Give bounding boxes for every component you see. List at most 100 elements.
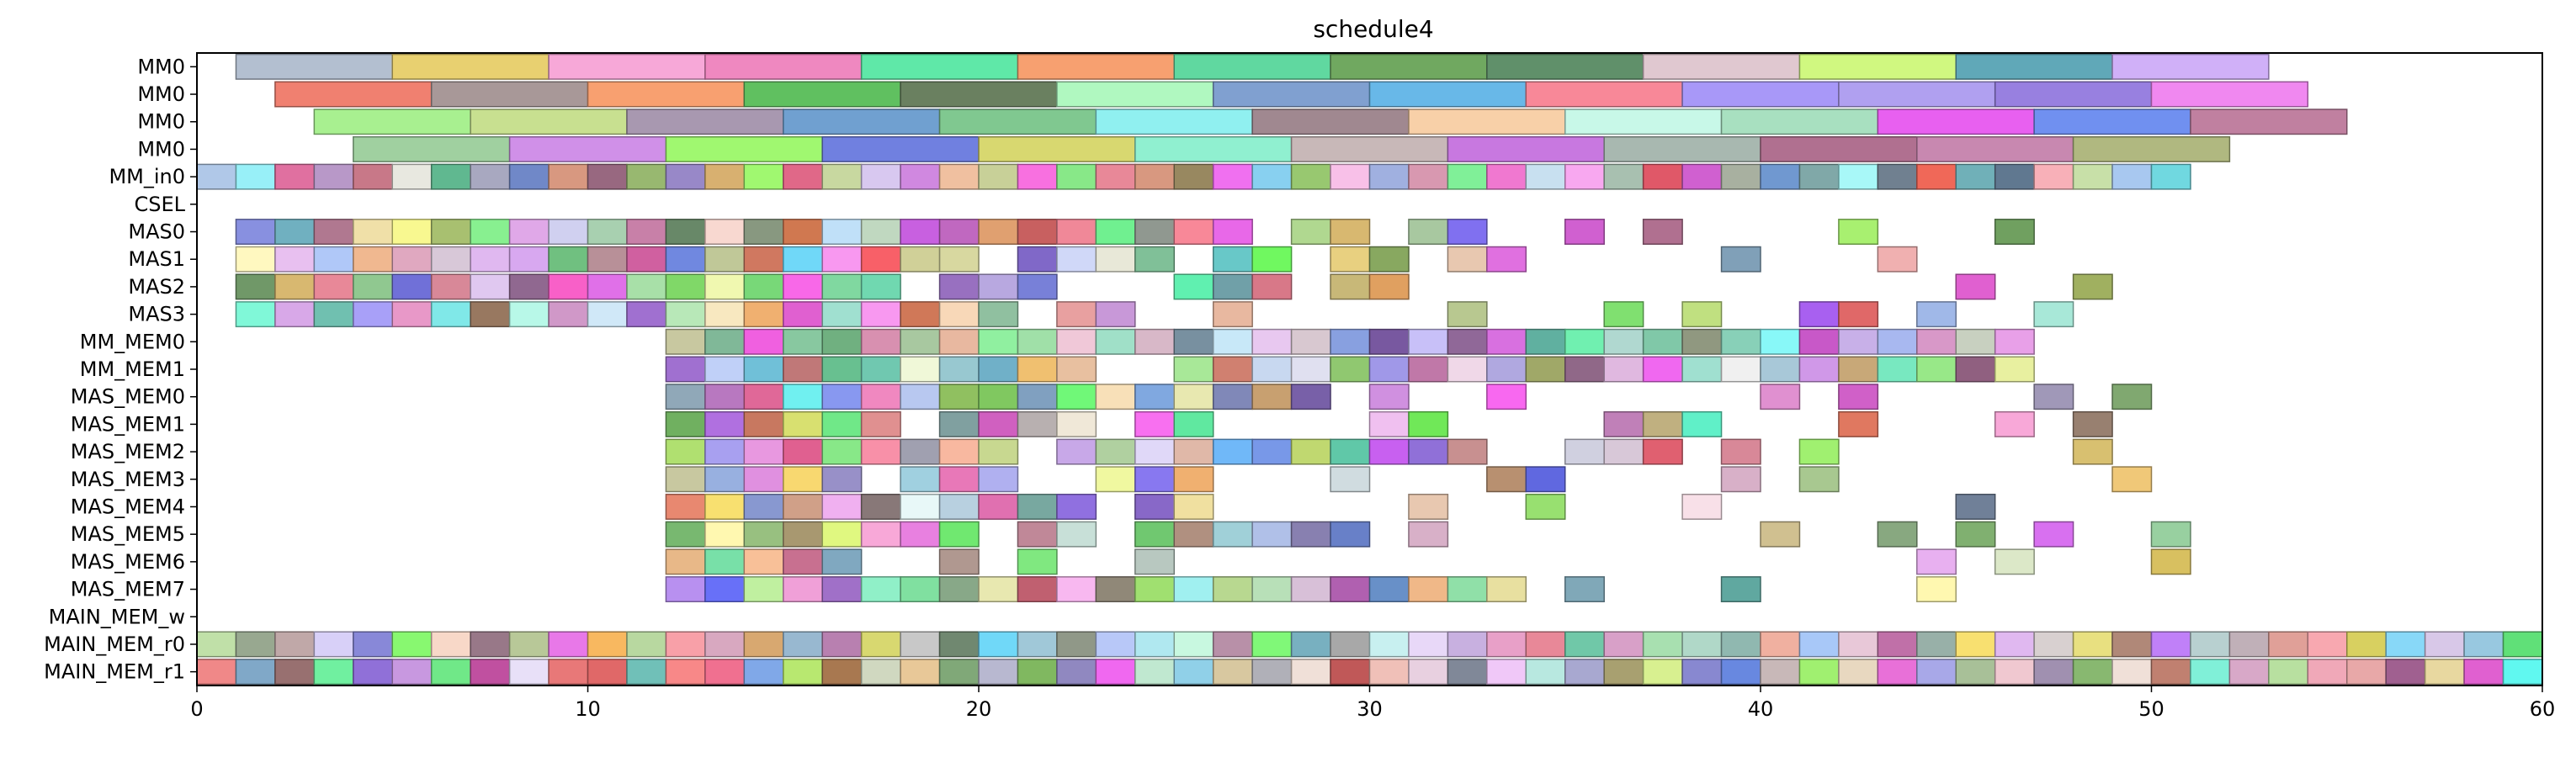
task-bar-mm-in0-4-4 (353, 163, 393, 190)
task-bar-mm-mem1-11-5 (860, 356, 901, 383)
task-bar-mas1-7-10 (626, 246, 667, 273)
task-bar-mm-mem1-11-20 (1525, 356, 1566, 383)
task-bar-mm0-0-4 (860, 53, 1019, 80)
task-bar-mm0-3-1 (508, 135, 667, 162)
task-bar-mm-in0-4-10 (587, 163, 628, 190)
task-bar-mas-mem5-17-17 (1760, 521, 1801, 548)
task-bar-mas-mem6-18-2 (743, 548, 784, 575)
task-bar-mas2-8-0 (235, 273, 276, 300)
task-bar-mas-mem6-18-5 (938, 548, 980, 575)
task-bar-mm-in0-4-26 (1212, 163, 1253, 190)
task-bar-main-mem-r1-22-53 (2268, 659, 2309, 686)
task-bar-mas-mem7-19-0 (665, 576, 706, 603)
task-bar-mm-mem0-10-31 (1877, 328, 1918, 355)
task-bar-mas0-6-13 (743, 219, 784, 245)
task-bar-mm-in0-4-20 (978, 163, 1019, 190)
task-bar-main-mem-r0-21-30 (1368, 631, 1410, 658)
row-label-mm0: MM0 (137, 55, 185, 78)
task-bar-main-mem-r0-21-14 (743, 631, 784, 658)
task-bar-mas-mem4-16-7 (938, 494, 980, 520)
task-bar-main-mem-r0-21-21 (1017, 631, 1058, 658)
task-bar-mas3-9-22 (1212, 301, 1253, 328)
task-bar-mas-mem5-17-9 (1056, 521, 1097, 548)
task-bar-mas-mem2-14-22 (1642, 438, 1683, 465)
task-bar-mas-mem4-16-6 (900, 494, 941, 520)
task-bar-main-mem-r0-21-26 (1212, 631, 1253, 658)
task-bar-mm-mem1-11-32 (1994, 356, 2035, 383)
task-bar-mas-mem3-15-11 (1330, 466, 1371, 493)
task-bar-mas-mem3-15-7 (978, 466, 1019, 493)
task-bar-mas-mem0-12-20 (1838, 384, 1879, 410)
task-bar-mas2-8-17 (938, 273, 980, 300)
task-bar-mas-mem0-12-3 (783, 384, 823, 410)
task-bar-mas-mem5-17-15 (1330, 521, 1371, 548)
task-bar-mas0-6-0 (235, 219, 276, 245)
task-bar-mm-in0-4-8 (508, 163, 550, 190)
row-label-csel: CSEL (134, 193, 185, 216)
task-bar-mas-mem2-14-17 (1368, 438, 1410, 465)
task-bar-mm-mem1-11-31 (1955, 356, 1996, 383)
task-bar-mas1-7-21 (1095, 246, 1136, 273)
task-bar-mm0-2-3 (783, 109, 941, 135)
task-bar-mm0-1-9 (1681, 81, 1840, 108)
row-label-mas-mem5: MAS_MEM5 (71, 522, 185, 546)
task-bar-mas0-6-20 (1017, 219, 1058, 245)
task-bar-main-mem-r0-21-5 (391, 631, 433, 658)
task-bar-main-mem-r1-22-7 (470, 659, 511, 686)
task-bar-main-mem-r0-21-25 (1173, 631, 1214, 658)
task-bar-mm-mem0-10-6 (900, 328, 941, 355)
task-bar-main-mem-r0-21-24 (1134, 631, 1176, 658)
task-bar-mm-mem1-11-9 (1017, 356, 1058, 383)
task-bar-mas-mem2-14-4 (821, 438, 863, 465)
row-label-mas-mem6: MAS_MEM6 (71, 550, 185, 574)
task-bar-mas3-9-15 (821, 301, 863, 328)
task-bar-mas0-6-27 (1330, 219, 1371, 245)
task-bar-mas-mem4-16-3 (783, 494, 823, 520)
task-bar-mas1-7-25 (1330, 246, 1371, 273)
task-bar-mm-mem1-11-26 (1760, 356, 1801, 383)
task-bar-mas3-9-13 (743, 301, 784, 328)
task-bar-mas-mem5-17-0 (665, 521, 706, 548)
task-bar-mm-mem0-10-3 (783, 328, 823, 355)
task-bar-mm-in0-4-0 (196, 163, 237, 190)
task-bar-mm-in0-4-5 (391, 163, 433, 190)
task-bar-main-mem-r1-22-42 (1838, 659, 1879, 686)
task-bar-mas-mem1-13-2 (743, 410, 784, 437)
task-bar-mm0-2-11 (2033, 109, 2191, 135)
task-bar-main-mem-r0-21-2 (274, 631, 316, 658)
task-bar-mm-mem0-10-12 (1134, 328, 1176, 355)
task-bar-mas0-6-28 (1408, 219, 1449, 245)
task-bar-main-mem-r0-21-40 (1760, 631, 1801, 658)
task-bar-mas1-7-3 (353, 246, 393, 273)
row-label-mas-mem4: MAS_MEM4 (71, 495, 185, 518)
task-bar-mas3-9-9 (587, 301, 628, 328)
task-bar-mas-mem3-15-10 (1173, 466, 1214, 493)
task-bar-mas0-6-1 (274, 219, 316, 245)
task-bar-mas-mem3-15-13 (1525, 466, 1566, 493)
task-bar-mas-mem2-14-25 (2072, 438, 2113, 465)
task-bar-mas-mem6-18-0 (665, 548, 706, 575)
task-bar-mas-mem2-14-13 (1212, 438, 1253, 465)
task-bar-main-mem-r1-22-31 (1408, 659, 1449, 686)
task-bar-mm-in0-4-25 (1173, 163, 1214, 190)
task-bar-mas1-7-4 (391, 246, 433, 273)
task-bar-main-mem-r1-22-9 (548, 659, 589, 686)
task-bar-mm0-2-5 (1095, 109, 1253, 135)
chart-title: schedule4 (1313, 15, 1433, 43)
task-bar-mm-mem1-11-15 (1330, 356, 1371, 383)
task-bar-main-mem-r0-21-54 (2307, 631, 2348, 658)
task-bar-mas3-9-10 (626, 301, 667, 328)
task-bar-main-mem-r1-22-16 (821, 659, 863, 686)
task-bar-mas-mem5-17-11 (1173, 521, 1214, 548)
task-bar-mm0-0-10 (1798, 53, 1957, 80)
task-bar-mas-mem7-19-18 (1368, 576, 1410, 603)
task-bar-mas3-9-16 (860, 301, 901, 328)
task-bar-mm-in0-4-38 (1681, 163, 1723, 190)
task-bar-mas-mem1-13-4 (821, 410, 863, 437)
task-bar-mas-mem0-12-16 (1290, 384, 1331, 410)
task-bar-main-mem-r0-21-47 (2033, 631, 2074, 658)
task-bar-mas3-9-24 (1603, 301, 1644, 328)
task-bar-mas-mem5-17-20 (2033, 521, 2074, 548)
task-bar-main-mem-r1-22-34 (1525, 659, 1566, 686)
task-bar-mm-mem0-10-19 (1408, 328, 1449, 355)
